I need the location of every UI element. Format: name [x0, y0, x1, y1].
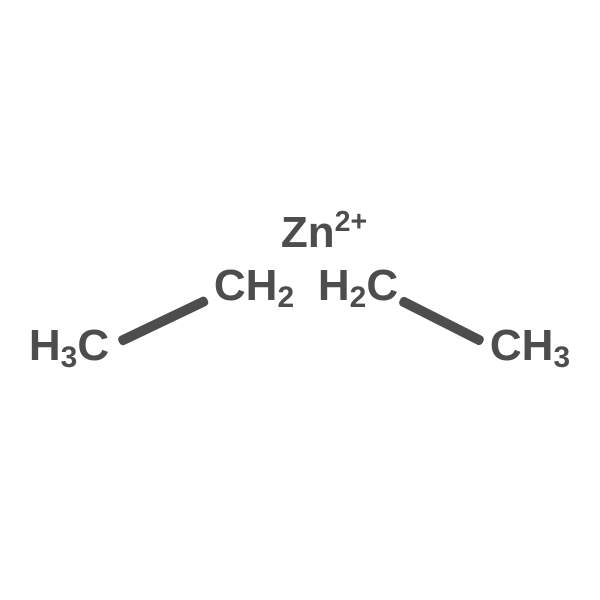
label-h3c-left: H3C: [29, 321, 109, 375]
label-ch2-left: CH2: [214, 261, 294, 315]
chemical-structure-diagram: Zn2+ CH2 H2C H3C CH3: [0, 0, 600, 600]
label-ch3-right: CH3: [490, 321, 570, 375]
label-zn-cation: Zn2+: [281, 206, 367, 258]
bond-right: [398, 296, 486, 347]
label-h2c-right: H2C: [318, 261, 398, 315]
bond-left: [117, 295, 209, 346]
